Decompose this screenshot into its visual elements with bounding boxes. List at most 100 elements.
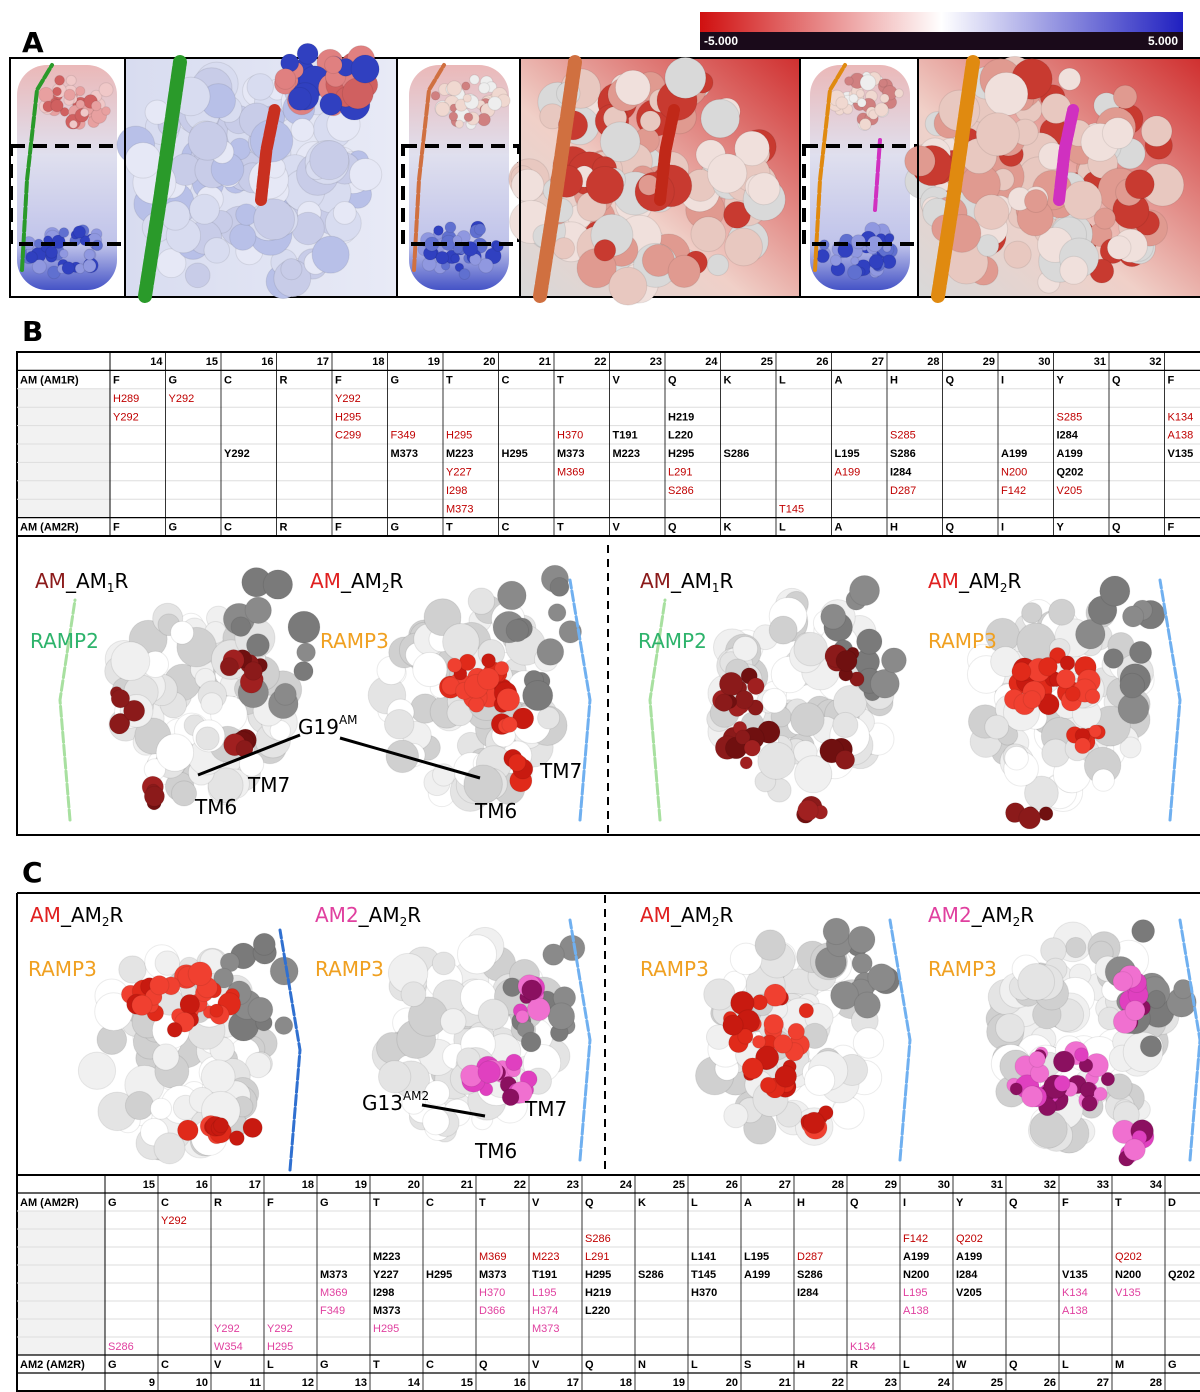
column-number: 17 — [249, 1179, 261, 1191]
cell-text: K134 — [1168, 411, 1194, 423]
cell-text: A199 — [835, 467, 861, 479]
surface — [976, 113, 1019, 156]
column-number: 26 — [726, 1179, 738, 1191]
surface — [527, 998, 550, 1021]
surface — [333, 201, 356, 224]
cell-text: R — [280, 375, 288, 387]
surface — [46, 246, 58, 258]
surface — [1140, 1036, 1161, 1057]
surface — [857, 98, 866, 107]
label-shade — [18, 1337, 105, 1355]
annotation-part: 2 — [1013, 915, 1021, 929]
annotation: TM6 — [474, 799, 517, 823]
cell-text: T — [557, 522, 564, 534]
surface — [788, 1023, 805, 1040]
annotation: RAMP3 — [928, 629, 997, 653]
cell-text: Q — [850, 1197, 859, 1209]
surface — [441, 1009, 466, 1034]
column-number: 25 — [761, 356, 773, 368]
surface — [447, 658, 461, 672]
surface — [144, 786, 164, 806]
helix — [1180, 920, 1200, 1160]
cell-text: H295 — [335, 411, 361, 423]
colorbar-strip — [700, 32, 1183, 50]
cell-text: I284 — [1057, 430, 1079, 442]
surface — [69, 120, 77, 128]
surface — [469, 697, 484, 712]
column-number: 26 — [1044, 1377, 1056, 1389]
column-number: 26 — [816, 356, 828, 368]
cell-text: W — [956, 1359, 967, 1371]
row-label: AM (AM1R) — [20, 375, 79, 387]
cell-text: V — [214, 1359, 222, 1371]
surface — [436, 102, 450, 116]
surface — [816, 249, 829, 262]
surface — [463, 94, 471, 102]
surface — [707, 254, 728, 275]
column-number: 10 — [196, 1377, 208, 1389]
cell-text: Y292 — [267, 1323, 293, 1335]
surface — [230, 224, 256, 250]
surface — [502, 1089, 519, 1106]
cell-text: Q — [585, 1359, 594, 1371]
surface — [1125, 1001, 1145, 1021]
cell-text: Y292 — [214, 1323, 240, 1335]
surface — [178, 1120, 199, 1141]
cell-text: S286 — [108, 1341, 134, 1353]
surface — [1075, 738, 1091, 754]
annotation-part: TM7 — [539, 759, 582, 783]
annotation-part: 2 — [382, 581, 390, 595]
cell-text: L141 — [691, 1251, 716, 1263]
surface — [550, 578, 569, 597]
surface — [91, 101, 101, 111]
surface — [1082, 1096, 1097, 1111]
colorbar-max: 5.000 — [1148, 34, 1178, 48]
surface — [248, 997, 273, 1022]
surface — [1075, 1048, 1089, 1062]
surface — [974, 195, 1009, 230]
annotation-part: TM6 — [194, 795, 237, 819]
annotation-part: R — [115, 569, 129, 593]
surface — [60, 249, 68, 257]
cell-text: G — [391, 522, 400, 534]
label-shade — [18, 499, 110, 517]
surface — [905, 146, 935, 176]
label-shade — [18, 426, 110, 444]
cell-text: M373 — [320, 1269, 348, 1281]
cell-text: Q — [585, 1197, 594, 1209]
surface — [449, 112, 458, 121]
cell-text: I — [1001, 375, 1004, 387]
surface — [742, 1058, 763, 1079]
cell-text: I284 — [956, 1269, 978, 1281]
column-number: 18 — [620, 1377, 632, 1389]
cell-text: M223 — [613, 448, 641, 460]
annotation-part: AM — [640, 569, 671, 593]
cell-text: L291 — [668, 467, 692, 479]
colorbar-min: -5.000 — [704, 34, 738, 48]
cell-text: M373 — [373, 1305, 401, 1317]
annotation: G19AM — [298, 713, 358, 739]
surface — [848, 926, 875, 953]
annotation-part: _AM — [358, 903, 400, 927]
annotation: TM6 — [194, 795, 237, 819]
annotation-part: TM7 — [247, 773, 290, 797]
surface — [59, 228, 69, 238]
surface — [850, 576, 880, 606]
annotation-part: 2 — [1000, 581, 1008, 595]
cell-text: T — [1115, 1197, 1122, 1209]
surface — [833, 712, 858, 737]
annotation: AM_AM1R — [640, 569, 734, 595]
cell-text: T — [446, 375, 453, 387]
column-number: 22 — [832, 1377, 844, 1389]
cell-text: G — [391, 375, 400, 387]
cell-text: H289 — [113, 393, 139, 405]
annotation: AM2_AM2R — [315, 903, 421, 929]
cell-text: N200 — [1115, 1269, 1141, 1281]
cell-text: A199 — [1057, 448, 1083, 460]
annotation-part: R — [1008, 569, 1022, 593]
annotation: TM7 — [247, 773, 290, 797]
cell-text: L — [691, 1197, 698, 1209]
cell-text: Q202 — [956, 1233, 983, 1245]
column-number: 18 — [302, 1179, 314, 1191]
surface — [506, 619, 528, 641]
